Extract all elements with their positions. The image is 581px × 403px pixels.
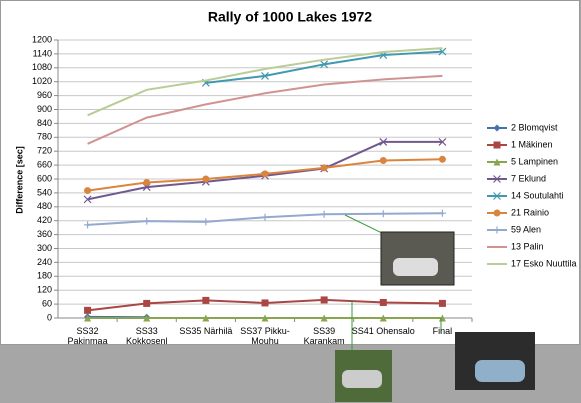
marker <box>493 141 501 149</box>
y-tick-label: 0 <box>47 312 52 322</box>
y-tick-label: 180 <box>37 271 52 281</box>
marker <box>493 175 501 183</box>
legend-label: 21 Rainio <box>511 207 549 217</box>
y-tick-label: 420 <box>37 215 52 225</box>
y-tick-label: 540 <box>37 187 52 197</box>
marker <box>202 175 210 183</box>
marker <box>143 299 151 307</box>
y-tick-label: 240 <box>37 257 52 267</box>
y-tick-label: 360 <box>37 229 52 239</box>
chart-title: Rally of 1000 Lakes 1972 <box>208 9 372 25</box>
marker <box>379 314 387 322</box>
y-tick-label: 120 <box>37 285 52 295</box>
x-tick-label: SS37 Pikku-Mouhu <box>240 326 290 346</box>
marker <box>493 192 501 200</box>
marker <box>493 209 501 217</box>
marker <box>84 187 92 195</box>
marker <box>202 218 210 226</box>
x-tick-label: SS39 Karankam <box>303 326 345 346</box>
callout-line <box>344 214 383 234</box>
marker <box>143 314 151 322</box>
legend-label: 5 Lampinen <box>511 156 558 166</box>
marker <box>83 195 92 204</box>
marker <box>202 296 210 304</box>
marker <box>202 314 210 322</box>
legend-label: 14 Soutulahti <box>511 190 564 200</box>
x-tick-label: SS32 Pakinmaa <box>67 326 108 346</box>
marker <box>493 226 501 234</box>
y-tick-label: 840 <box>37 118 52 128</box>
y-tick-label: 1200 <box>32 34 52 44</box>
legend-label: 2 Blomqvist <box>511 122 558 132</box>
marker <box>320 164 328 172</box>
series-line <box>87 47 443 117</box>
marker <box>379 138 388 146</box>
x-tick-label: SS33 Kokkosenl <box>125 326 168 346</box>
marker <box>261 170 269 178</box>
y-tick-label: 300 <box>37 243 52 253</box>
marker <box>438 138 447 146</box>
y-tick-label: 1020 <box>32 76 52 86</box>
marker <box>438 155 446 163</box>
y-tick-label: 1140 <box>33 48 52 58</box>
marker <box>379 298 387 306</box>
y-tick-label: 900 <box>37 104 52 114</box>
series-line <box>87 74 443 145</box>
x-tick-label: SS35 Närhilä <box>179 326 233 336</box>
marker <box>379 156 387 164</box>
y-tick-label: 60 <box>42 298 52 308</box>
marker <box>261 314 269 322</box>
marker <box>261 299 269 307</box>
y-tick-label: 960 <box>37 90 52 100</box>
legend-label: 59 Alen <box>511 224 541 234</box>
marker <box>261 213 269 221</box>
y-tick-label: 720 <box>37 146 52 156</box>
marker <box>84 306 92 314</box>
photo-car <box>475 360 525 382</box>
marker <box>143 217 151 225</box>
y-tick-label: 660 <box>37 159 52 169</box>
y-tick-label: 780 <box>37 132 52 142</box>
y-tick-label: 480 <box>37 201 52 211</box>
marker <box>320 210 328 218</box>
marker <box>84 314 92 322</box>
photo-car <box>342 370 382 388</box>
x-tick-label: Final <box>432 326 453 336</box>
marker <box>320 314 328 322</box>
legend-label: 7 Eklund <box>511 173 546 183</box>
marker <box>143 178 151 186</box>
marker <box>493 124 501 132</box>
plot: 0 60 120 180 240 300 360 420 480 540 600 660 720 780 8… <box>32 34 577 322</box>
marker <box>438 299 446 307</box>
y-tick-label: 600 <box>37 173 52 183</box>
marker <box>438 209 446 217</box>
marker <box>84 221 92 229</box>
marker <box>320 296 328 304</box>
marker <box>320 60 329 69</box>
marker <box>379 210 387 218</box>
legend-label: 1 Mäkinen <box>511 139 553 149</box>
marker <box>261 71 269 80</box>
photo-car <box>393 258 438 276</box>
legend-label: 13 Palin <box>511 241 544 251</box>
y-axis-label: Difference [sec] <box>14 146 24 214</box>
x-tick-label: SS41 Ohensalo <box>351 326 415 336</box>
marker <box>493 158 501 166</box>
y-tick-label: 1080 <box>32 62 52 72</box>
legend-label: 17 Esko Nuuttila <box>511 258 577 268</box>
